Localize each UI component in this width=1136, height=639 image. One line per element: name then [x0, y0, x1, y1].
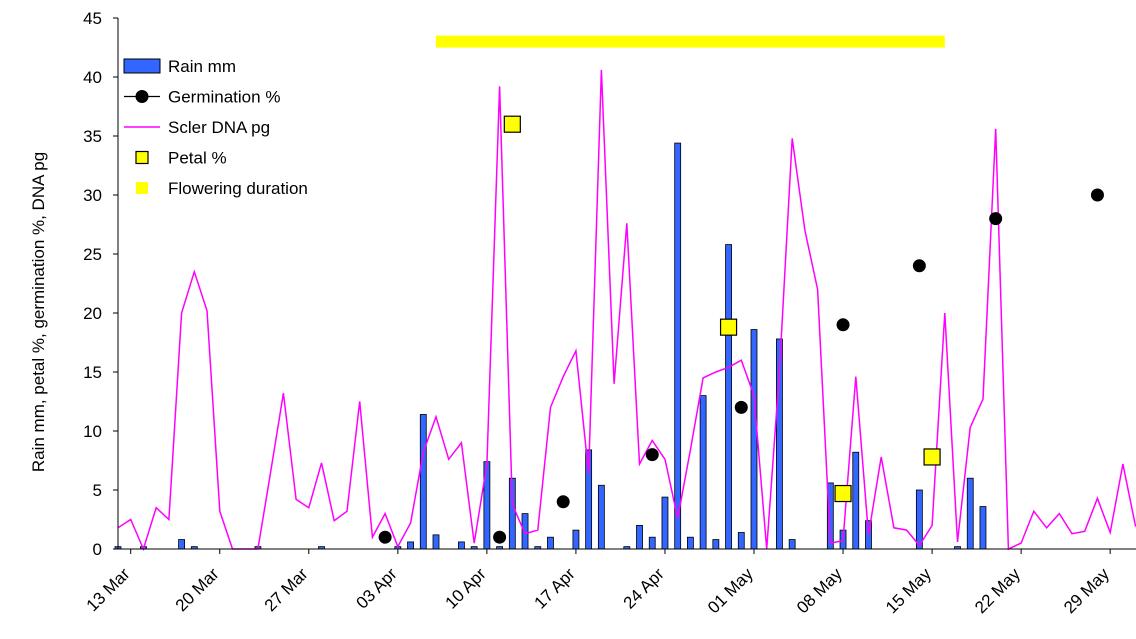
rain-bar — [407, 541, 414, 550]
germination-point — [1090, 188, 1104, 202]
germination-point — [912, 259, 926, 273]
rain-bar — [979, 506, 987, 550]
rain-bar — [648, 536, 656, 550]
x-tick-label: 13 Mar — [83, 564, 134, 615]
petal-point — [719, 318, 738, 336]
x-tick-label: 17 Apr — [531, 564, 579, 612]
legend-swatch-rain — [123, 58, 161, 74]
rain-bar — [572, 529, 580, 550]
petal-point — [503, 115, 521, 133]
germination-point — [836, 318, 850, 332]
legend-swatch-germination — [135, 90, 149, 103]
rain-bar — [750, 329, 758, 550]
x-tick-label: 08 May — [793, 564, 846, 617]
legend: Rain mm Germination % Scler DNA pg Petal % F… — [123, 57, 308, 198]
petal-point — [923, 448, 941, 466]
flowering-layer — [436, 35, 945, 48]
germination-point — [378, 530, 392, 544]
rain-bar — [966, 477, 974, 550]
y-tick-label: 15 — [83, 363, 102, 382]
rain-bars — [114, 142, 987, 550]
y-tick-label: 45 — [83, 9, 102, 28]
y-tick-label: 0 — [93, 540, 102, 559]
legend-label: Rain mm — [168, 57, 236, 76]
rain-bar — [687, 536, 694, 550]
petal-point — [834, 484, 852, 503]
rain-bar — [432, 534, 440, 550]
legend-swatch-petal — [135, 150, 149, 165]
y-tick-label: 20 — [83, 304, 102, 323]
y-tick-label: 40 — [83, 68, 102, 87]
rain-bar — [674, 142, 682, 550]
germination-point — [556, 495, 570, 509]
rain-bar — [915, 489, 923, 550]
rain-bar — [458, 541, 465, 550]
y-tick-label: 30 — [83, 186, 102, 205]
x-tick-label: 01 May — [704, 564, 757, 617]
flowering-duration-bar — [436, 35, 945, 48]
rain-bar — [661, 496, 669, 550]
y-axis-title: Rain mm, petal %, germination %, DNA pg — [29, 152, 48, 472]
legend-label: Scler DNA pg — [168, 118, 270, 137]
rain-bar — [737, 532, 745, 550]
legend-label: Germination % — [168, 88, 280, 107]
x-tick-label: 24 Apr — [620, 564, 668, 612]
markers — [378, 115, 1104, 544]
rain-bar — [597, 484, 605, 550]
rain-bar — [178, 539, 186, 550]
legend-swatch-flowering — [136, 182, 148, 194]
rain-bar — [852, 451, 860, 550]
x-tick-label: 03 Apr — [352, 564, 400, 612]
x-tick-label: 27 Mar — [261, 564, 312, 615]
rain-bar — [521, 513, 529, 550]
germination-point — [989, 212, 1003, 226]
scler-dna-line — [117, 69, 1136, 552]
legend-label: Petal % — [168, 149, 227, 168]
x-tick-label: 10 Apr — [442, 564, 490, 612]
rain-bar — [547, 536, 554, 550]
rain-bar — [636, 525, 643, 550]
scler-dna-polyline — [117, 69, 1136, 552]
x-tick-label: 20 Mar — [172, 564, 223, 615]
rain-bar — [712, 539, 720, 550]
y-tick-label: 25 — [83, 245, 102, 264]
rain-bar — [699, 395, 707, 550]
x-tick-label: 15 May — [882, 564, 935, 617]
germination-point — [734, 400, 748, 414]
x-tick-label: 22 May — [971, 564, 1024, 617]
legend-label: Flowering duration — [168, 179, 308, 198]
rain-bar — [725, 244, 732, 550]
germination-point — [493, 530, 507, 544]
x-tick-label: 29 May — [1060, 564, 1113, 617]
rain-bar — [419, 414, 427, 550]
y-tick-label: 35 — [83, 127, 102, 146]
y-tick-label: 10 — [83, 422, 102, 441]
rain-bar — [788, 539, 796, 550]
germination-point — [645, 448, 659, 462]
y-tick-label: 5 — [93, 481, 102, 500]
